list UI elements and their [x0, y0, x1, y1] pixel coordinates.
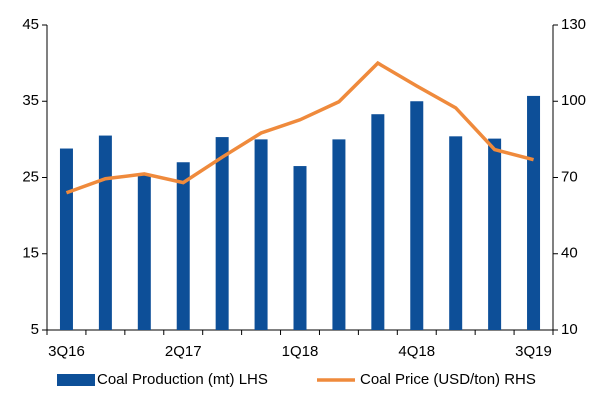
legend-label: Coal Price (USD/ton) RHS	[360, 371, 536, 388]
x-tick-label: 3Q19	[515, 343, 552, 360]
x-tick-label: 4Q18	[398, 343, 435, 360]
bar	[527, 95, 541, 330]
bar	[488, 138, 502, 330]
x-tick-label: 2Q17	[165, 343, 202, 360]
bar	[371, 114, 385, 331]
bar	[98, 135, 112, 330]
x-tick-label: 3Q16	[48, 343, 85, 360]
y-tick-label: 5	[31, 321, 39, 338]
bar	[137, 175, 151, 330]
bar	[176, 162, 190, 330]
bar	[215, 137, 229, 330]
y-tick-label: 45	[22, 16, 39, 33]
y-tick-label: 25	[22, 168, 39, 185]
y2-tick-label: 40	[561, 245, 578, 262]
legend-swatch	[57, 374, 95, 386]
line	[65, 60, 534, 195]
y2-tick-label: 100	[561, 92, 586, 109]
legend-label: Coal Production (mt) LHS	[97, 371, 268, 388]
y2-tick-label: 130	[561, 16, 586, 33]
bar	[410, 101, 424, 330]
y-tick-label: 15	[22, 245, 39, 262]
bar	[293, 166, 307, 330]
bar	[254, 139, 268, 330]
bar	[59, 148, 73, 330]
bar	[332, 139, 346, 330]
y2-tick-label: 10	[561, 321, 578, 338]
bar	[449, 136, 463, 330]
y-tick-label: 35	[22, 92, 39, 109]
x-tick-label: 1Q18	[282, 343, 319, 360]
y2-tick-label: 70	[561, 168, 578, 185]
